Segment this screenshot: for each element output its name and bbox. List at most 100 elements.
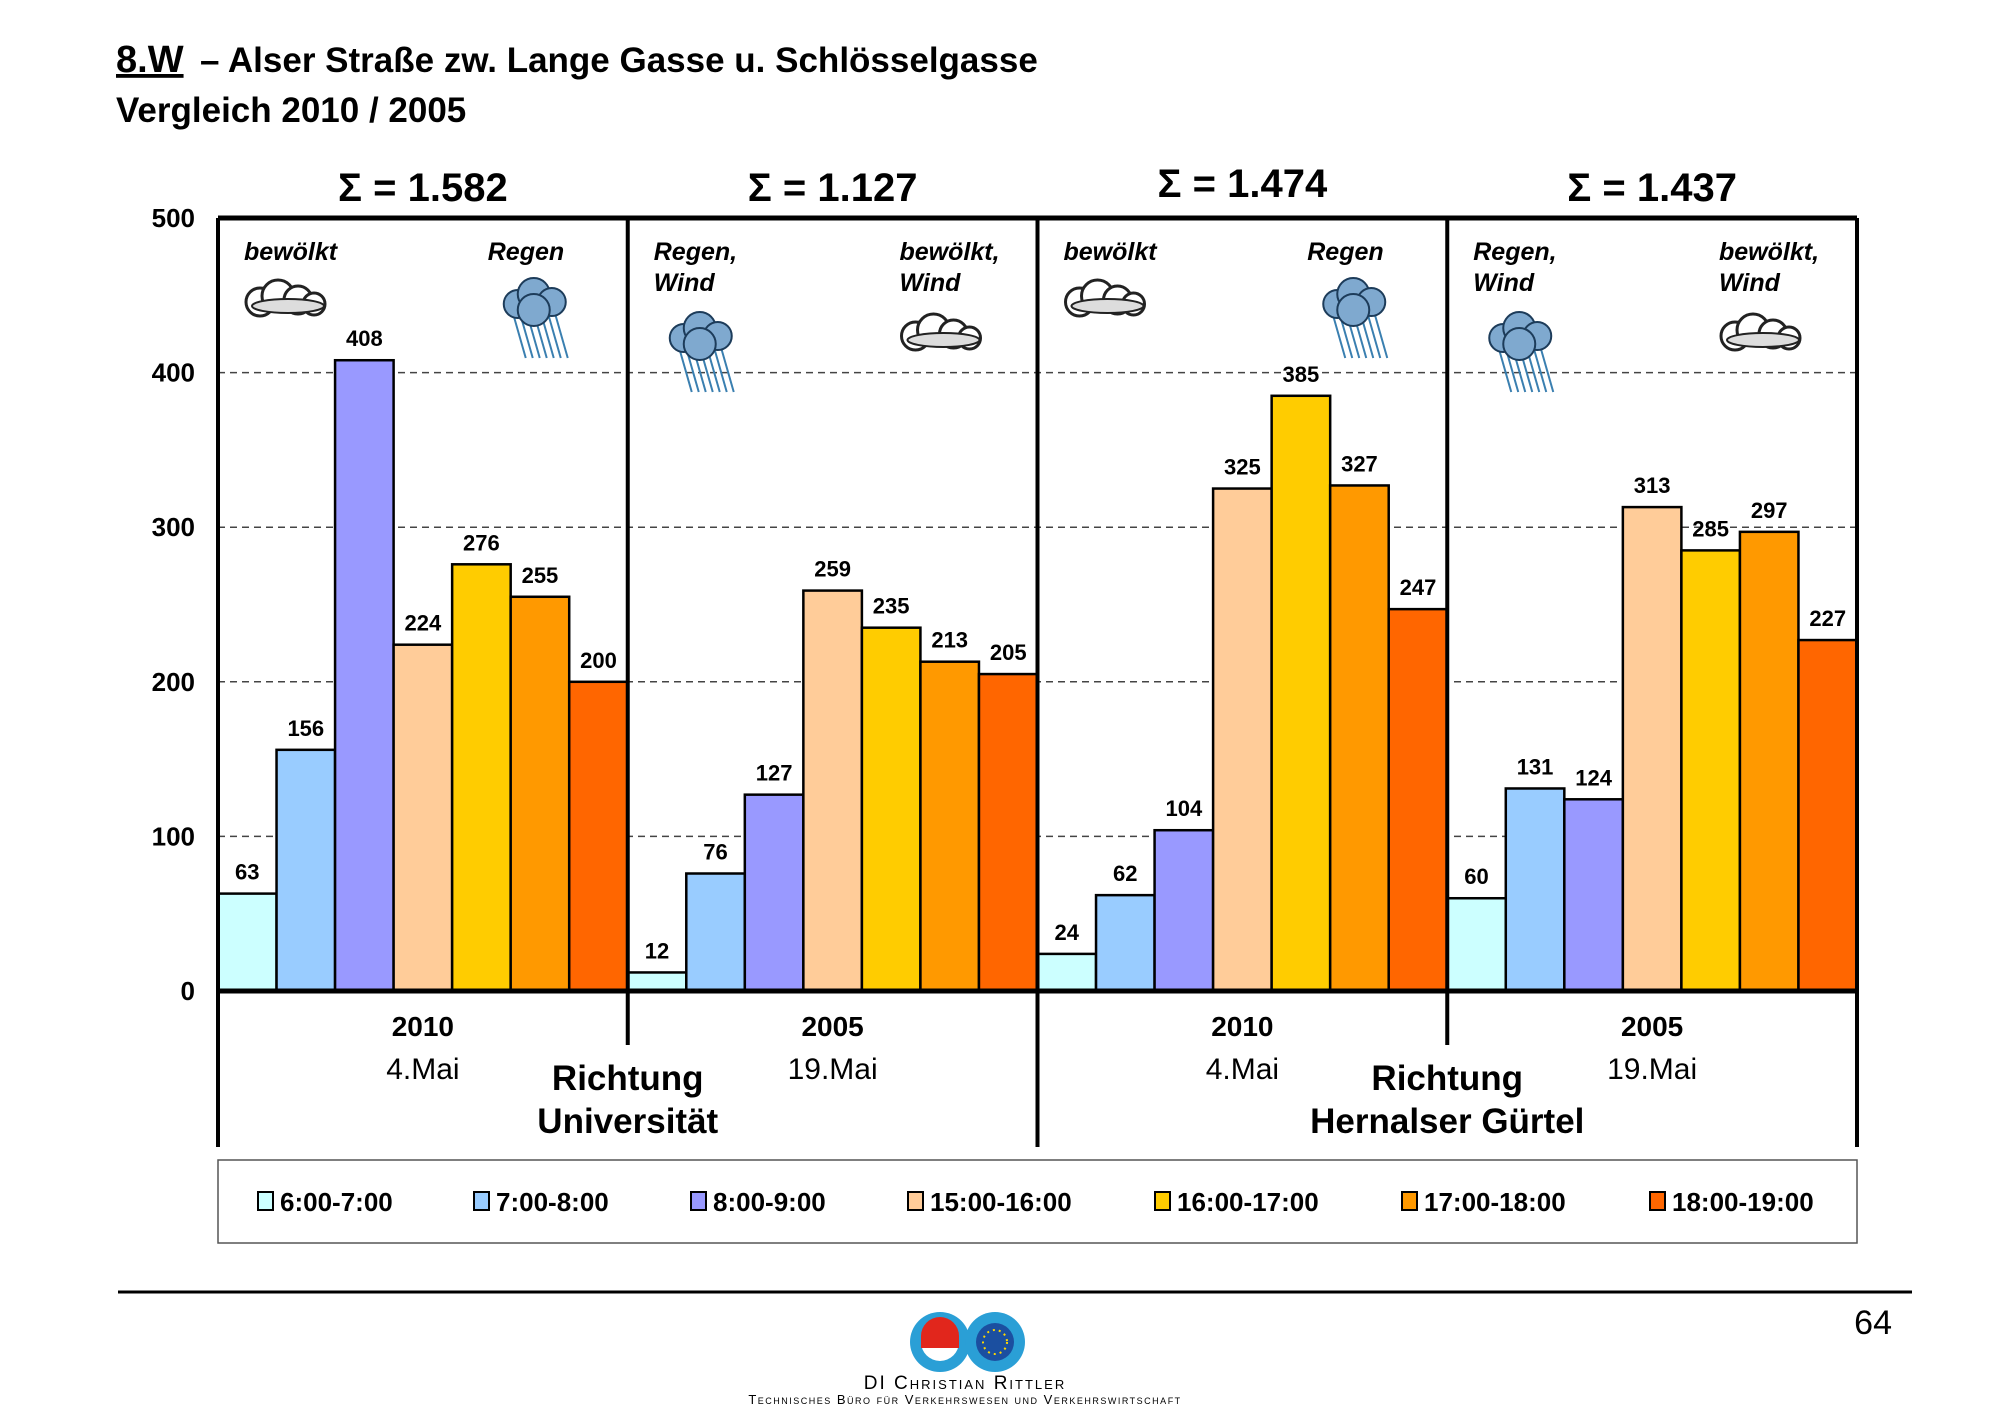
weather-label: Regen, Wind — [654, 238, 737, 297]
group-sum-label: Σ = 1.127 — [748, 166, 918, 210]
group-date: 19.Mai — [1607, 1053, 1697, 1086]
bar — [1621, 505, 1683, 993]
slide-subtitle: Vergleich 2010 / 2005 — [116, 91, 466, 130]
legend-label: 15:00-16:00 — [930, 1187, 1072, 1217]
cloud-icon — [900, 312, 982, 352]
data-label: 325 — [1224, 455, 1261, 480]
data-label: 12 — [645, 938, 669, 963]
group-year: 2010 — [1211, 1011, 1273, 1042]
weather-label: bewölkt, Wind — [900, 238, 1000, 297]
y-tick-label: 300 — [152, 512, 195, 542]
group-sum-label: Σ = 1.437 — [1567, 166, 1737, 210]
group-date: 4.Mai — [1206, 1053, 1279, 1086]
bar — [1211, 487, 1273, 993]
legend-swatch — [1649, 1191, 1666, 1211]
rain-cloud-icon — [668, 311, 735, 393]
legend: 6:00-7:00 7:00-8:00 8:00-9:00 15:00-16:00 16… — [217, 1159, 1858, 1244]
bar — [1738, 530, 1800, 993]
direction-label: Universität — [537, 1102, 718, 1141]
weather-label: bewölkt — [244, 238, 339, 266]
bar — [1446, 896, 1508, 993]
bar — [1328, 484, 1390, 993]
legend-swatch — [1154, 1191, 1171, 1211]
bar — [977, 672, 1039, 993]
bar — [392, 643, 454, 993]
direction-label: Hernalser Gürtel — [1310, 1102, 1584, 1141]
legend-label: 8:00-9:00 — [713, 1187, 826, 1217]
bar-group-2: 24 62 104 325 385 327 247 Σ = 1.474 bewölkt Regen… — [1036, 162, 1449, 1086]
bar — [1797, 638, 1859, 993]
slide-title: – Alser Straße zw. Lange Gasse u. Schlös… — [200, 41, 1038, 80]
bar-group-0: 63 156 408 224 276 255 200 Σ = 1.582 bewölkt Rege… — [216, 166, 630, 1086]
legend-box — [217, 1159, 1858, 1244]
legend-swatch — [907, 1191, 924, 1211]
data-label: 104 — [1165, 796, 1202, 821]
data-label: 76 — [703, 840, 727, 865]
bar — [1387, 607, 1449, 993]
data-label: 213 — [931, 628, 968, 653]
data-label: 205 — [990, 640, 1027, 665]
data-label: 224 — [405, 611, 442, 636]
legend-swatch — [257, 1191, 274, 1211]
rain-cloud-icon — [502, 277, 569, 359]
y-tick-label: 100 — [152, 821, 195, 851]
company-logo — [910, 1312, 1025, 1372]
bar — [567, 680, 630, 993]
group-year: 2005 — [801, 1011, 863, 1042]
data-label: 408 — [346, 326, 383, 351]
data-label: 24 — [1055, 920, 1080, 945]
data-label: 313 — [1634, 473, 1671, 498]
y-tick-label: 500 — [152, 203, 195, 233]
data-label: 127 — [756, 761, 793, 786]
legend-label: 7:00-8:00 — [496, 1187, 609, 1217]
bar — [1036, 952, 1098, 993]
data-label: 156 — [287, 716, 324, 741]
bar — [685, 872, 747, 993]
data-label: 385 — [1283, 362, 1320, 387]
data-label: 255 — [522, 563, 559, 588]
weather-label: bewölkt, Wind — [1719, 238, 1819, 297]
bar — [1094, 893, 1156, 993]
bar — [1504, 787, 1566, 993]
bar — [626, 971, 688, 993]
group-date: 4.Mai — [386, 1053, 459, 1086]
legend-label: 6:00-7:00 — [280, 1187, 393, 1217]
y-tick-label: 0 — [181, 976, 195, 1006]
data-label: 227 — [1809, 606, 1846, 631]
legend-label: 17:00-18:00 — [1424, 1187, 1566, 1217]
group-sum-label: Σ = 1.474 — [1158, 162, 1328, 206]
bar — [802, 589, 864, 993]
data-label: 285 — [1692, 516, 1729, 541]
data-label: 131 — [1517, 754, 1554, 779]
data-label: 63 — [235, 860, 259, 885]
cloud-icon — [1064, 278, 1146, 318]
group-date: 19.Mai — [788, 1053, 878, 1086]
data-label: 235 — [873, 594, 910, 619]
y-tick-label: 400 — [152, 358, 195, 388]
rain-cloud-icon — [1488, 311, 1555, 393]
bar — [1563, 798, 1625, 993]
page-number: 64 — [1854, 1304, 1892, 1342]
rain-cloud-icon — [1322, 277, 1389, 359]
data-label: 60 — [1464, 864, 1488, 889]
legend-swatch — [1401, 1191, 1418, 1211]
bar — [216, 892, 278, 993]
bar — [333, 358, 395, 993]
slide-code: 8.W — [116, 39, 184, 81]
legend-swatch — [690, 1191, 707, 1211]
weather-label: bewölkt — [1064, 238, 1159, 266]
data-label: 200 — [580, 648, 617, 673]
bar — [1153, 828, 1215, 993]
weather-label: Regen — [488, 238, 564, 266]
data-label: 259 — [814, 557, 851, 582]
group-sum-label: Σ = 1.582 — [338, 166, 508, 210]
data-label: 327 — [1341, 451, 1378, 476]
direction-label: Richtung — [1371, 1059, 1523, 1098]
weather-label: Regen, Wind — [1473, 238, 1556, 297]
data-label: 297 — [1751, 498, 1788, 523]
bar — [1680, 549, 1742, 993]
company-name: DI Christian Rittler — [864, 1373, 1066, 1394]
y-tick-label: 200 — [152, 667, 195, 697]
group-year: 2010 — [392, 1011, 454, 1042]
